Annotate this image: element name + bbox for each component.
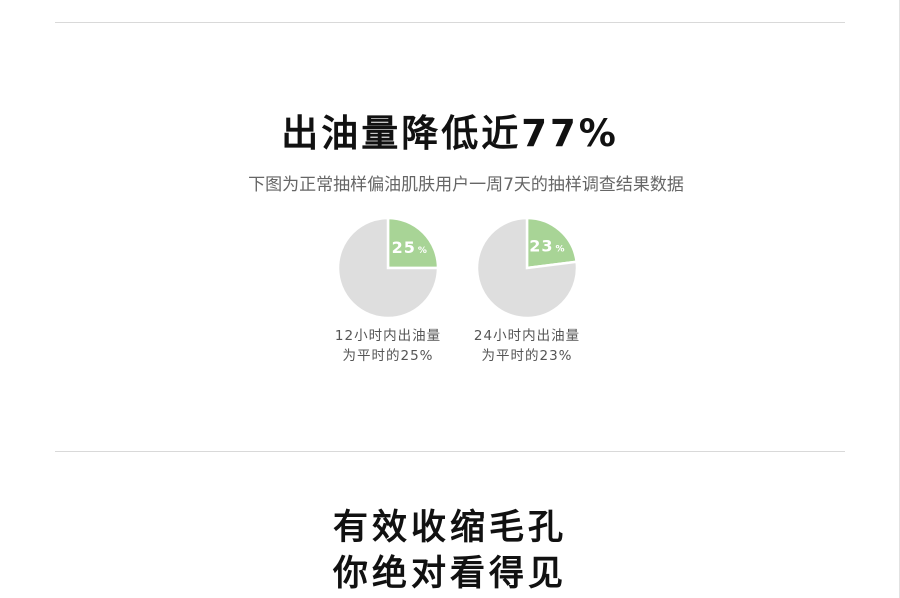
top-divider: [55, 22, 845, 23]
pie-chart-12h: 25% 12小时内出油量 为平时的25%: [318, 216, 458, 366]
pie-12h-caption-line1: 12小时内出油量: [334, 328, 442, 344]
pie-24h-caption: 24小时内出油量 为平时的23%: [457, 326, 597, 366]
pie-12h-caption-line2: 为平时的25%: [342, 348, 434, 364]
pie-24h-slice-1: [475, 216, 579, 320]
pie-12h-slice-1: [336, 216, 440, 320]
section2-title: 有效收缩毛孔 你绝对看得见: [0, 505, 900, 597]
pie-12h-slice-0: [386, 216, 440, 270]
pie-24h-slice-label: 23%: [529, 236, 564, 255]
section-subtitle: 下图为正常抽样偏油肌肤用户一周7天的抽样调查结果数据: [248, 175, 684, 195]
pie-24h-slice-0: [525, 216, 579, 270]
pie-12h-svg: 25%: [336, 216, 440, 320]
section2-title-line1: 有效收缩毛孔: [332, 508, 567, 548]
pie-chart-24h: 23% 24小时内出油量 为平时的23%: [457, 216, 597, 366]
middle-divider: [55, 451, 845, 452]
pie-24h-svg: 23%: [475, 216, 579, 320]
pie-24h-caption-line2: 为平时的23%: [481, 348, 573, 364]
pie-12h-caption: 12小时内出油量 为平时的25%: [318, 326, 458, 366]
pie-12h-slice-label: 25%: [392, 238, 427, 257]
section2-title-line2: 你绝对看得见: [332, 554, 567, 594]
section-headline: 出油量降低近77%: [281, 112, 619, 155]
pie-24h-caption-line1: 24小时内出油量: [473, 328, 581, 344]
